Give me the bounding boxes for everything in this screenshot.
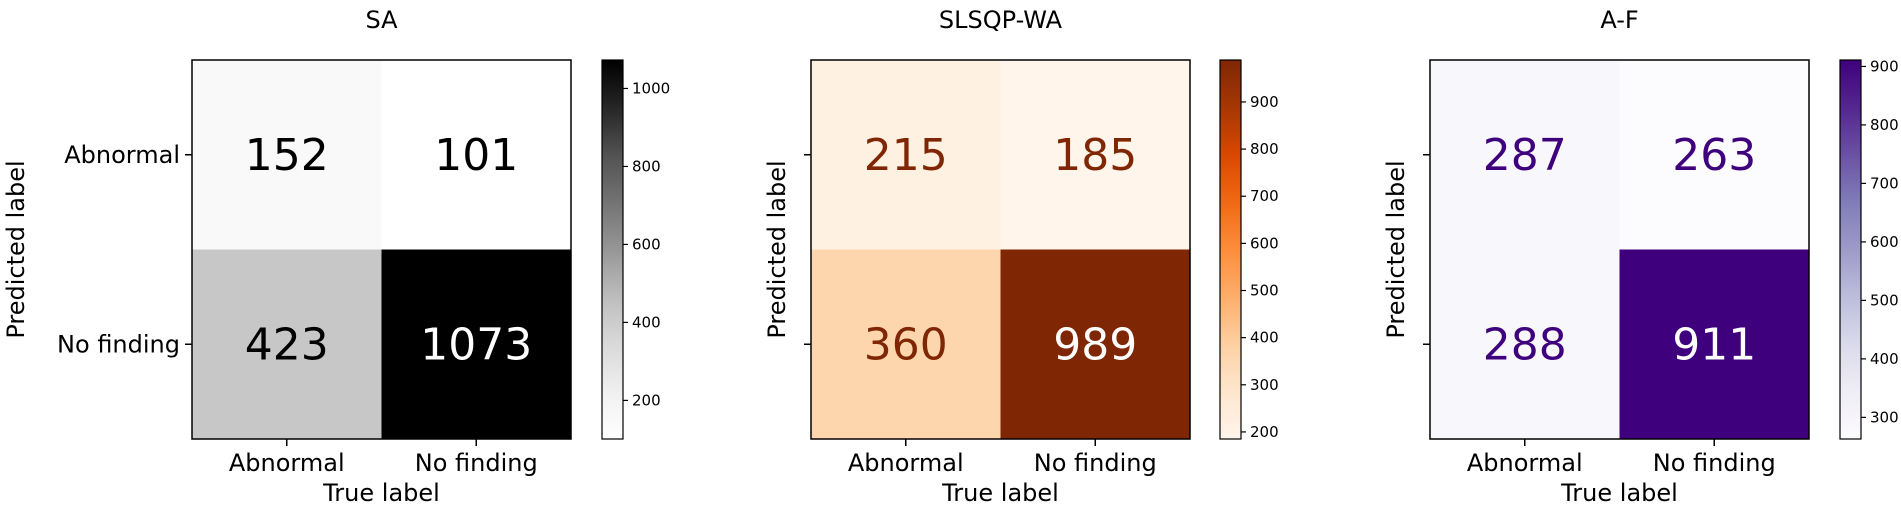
cell-value-label: 152: [245, 130, 329, 181]
colorbar-tick-label: 800: [1250, 140, 1279, 158]
cell-value-label: 101: [434, 130, 518, 181]
cell-value-label: 360: [864, 319, 948, 370]
cell-value-label: 911: [1672, 319, 1756, 370]
colorbar: [1840, 60, 1861, 439]
panel-title: A-F: [1600, 6, 1638, 34]
x-tick-label: Abnormal: [1467, 449, 1583, 477]
x-tick-label: No finding: [415, 449, 538, 477]
colorbar-tick-label: 500: [1870, 291, 1899, 309]
panel-title: SA: [365, 6, 398, 34]
colorbar-tick-label: 800: [632, 157, 661, 175]
x-tick-label: No finding: [1034, 449, 1157, 477]
plot-frame: [810, 59, 1191, 440]
heatmap-cell: [1000, 249, 1190, 439]
x-tick-label: Abnormal: [848, 449, 964, 477]
colorbar-tick-label: 300: [1870, 408, 1899, 426]
y-axis-label: Predicted label: [2, 160, 30, 338]
colorbar-frame: [1219, 59, 1242, 440]
heatmap-cell: [1430, 249, 1620, 439]
cell-value-label: 423: [245, 319, 329, 370]
colorbar-frame: [601, 59, 624, 440]
colorbar: [602, 60, 623, 439]
panel-title: SLSQP-WA: [939, 6, 1063, 34]
colorbar-frame: [1839, 59, 1862, 440]
cell-value-label: 215: [864, 130, 948, 181]
plot-frame: [191, 59, 572, 440]
x-axis-label: True label: [941, 479, 1059, 507]
cell-value-label: 263: [1672, 130, 1756, 181]
y-axis-label: Predicted label: [763, 160, 791, 338]
cell-value-label: 185: [1053, 130, 1137, 181]
heatmap-cell: [1619, 60, 1809, 250]
colorbar-tick-label: 1000: [632, 79, 670, 97]
colorbar-tick-label: 200: [632, 391, 661, 409]
y-tick-label: Abnormal: [64, 141, 180, 169]
colorbar-tick-label: 900: [1250, 93, 1279, 111]
y-tick-label: No finding: [57, 330, 180, 358]
colorbar-tick-label: 700: [1250, 187, 1279, 205]
cell-value-label: 1073: [420, 319, 532, 370]
heatmap-cell: [381, 249, 571, 439]
colorbar-tick-label: 400: [1250, 329, 1279, 347]
confusion-matrix-panel-2: SLSQP-WA 215 185 360 989 Abnormal No findingTr…: [763, 6, 1279, 507]
colorbar-tick-label: 600: [1250, 234, 1279, 252]
x-tick-label: No finding: [1653, 449, 1776, 477]
colorbar-tick-label: 500: [1250, 282, 1279, 300]
x-axis-label: True label: [322, 479, 440, 507]
heatmap-cell: [192, 60, 382, 250]
cell-value-label: 989: [1053, 319, 1137, 370]
heatmap-cell: [1619, 249, 1809, 439]
heatmap-cell: [192, 249, 382, 439]
colorbar-tick-label: 900: [1870, 57, 1899, 75]
colorbar-tick-label: 800: [1870, 116, 1899, 134]
heatmap-cell: [811, 60, 1001, 250]
colorbar-tick-label: 200: [1250, 423, 1279, 441]
colorbar: [1220, 60, 1241, 439]
colorbar-tick-label: 600: [1870, 233, 1899, 251]
heatmap-cell: [1430, 60, 1620, 250]
colorbar-tick-label: 600: [632, 235, 661, 253]
heatmap-cell: [381, 60, 571, 250]
colorbar-tick-label: 400: [1870, 350, 1899, 368]
cell-value-label: 288: [1483, 319, 1567, 370]
x-axis-label: True label: [1560, 479, 1678, 507]
y-axis-label: Predicted label: [1382, 160, 1410, 338]
colorbar-tick-label: 300: [1250, 376, 1279, 394]
colorbar-tick-label: 700: [1870, 174, 1899, 192]
plot-frame: [1429, 59, 1810, 440]
x-tick-label: Abnormal: [229, 449, 345, 477]
heatmap-cell: [811, 249, 1001, 439]
cell-value-label: 287: [1483, 130, 1567, 181]
heatmap-cell: [1000, 60, 1190, 250]
colorbar-tick-label: 400: [632, 313, 661, 331]
